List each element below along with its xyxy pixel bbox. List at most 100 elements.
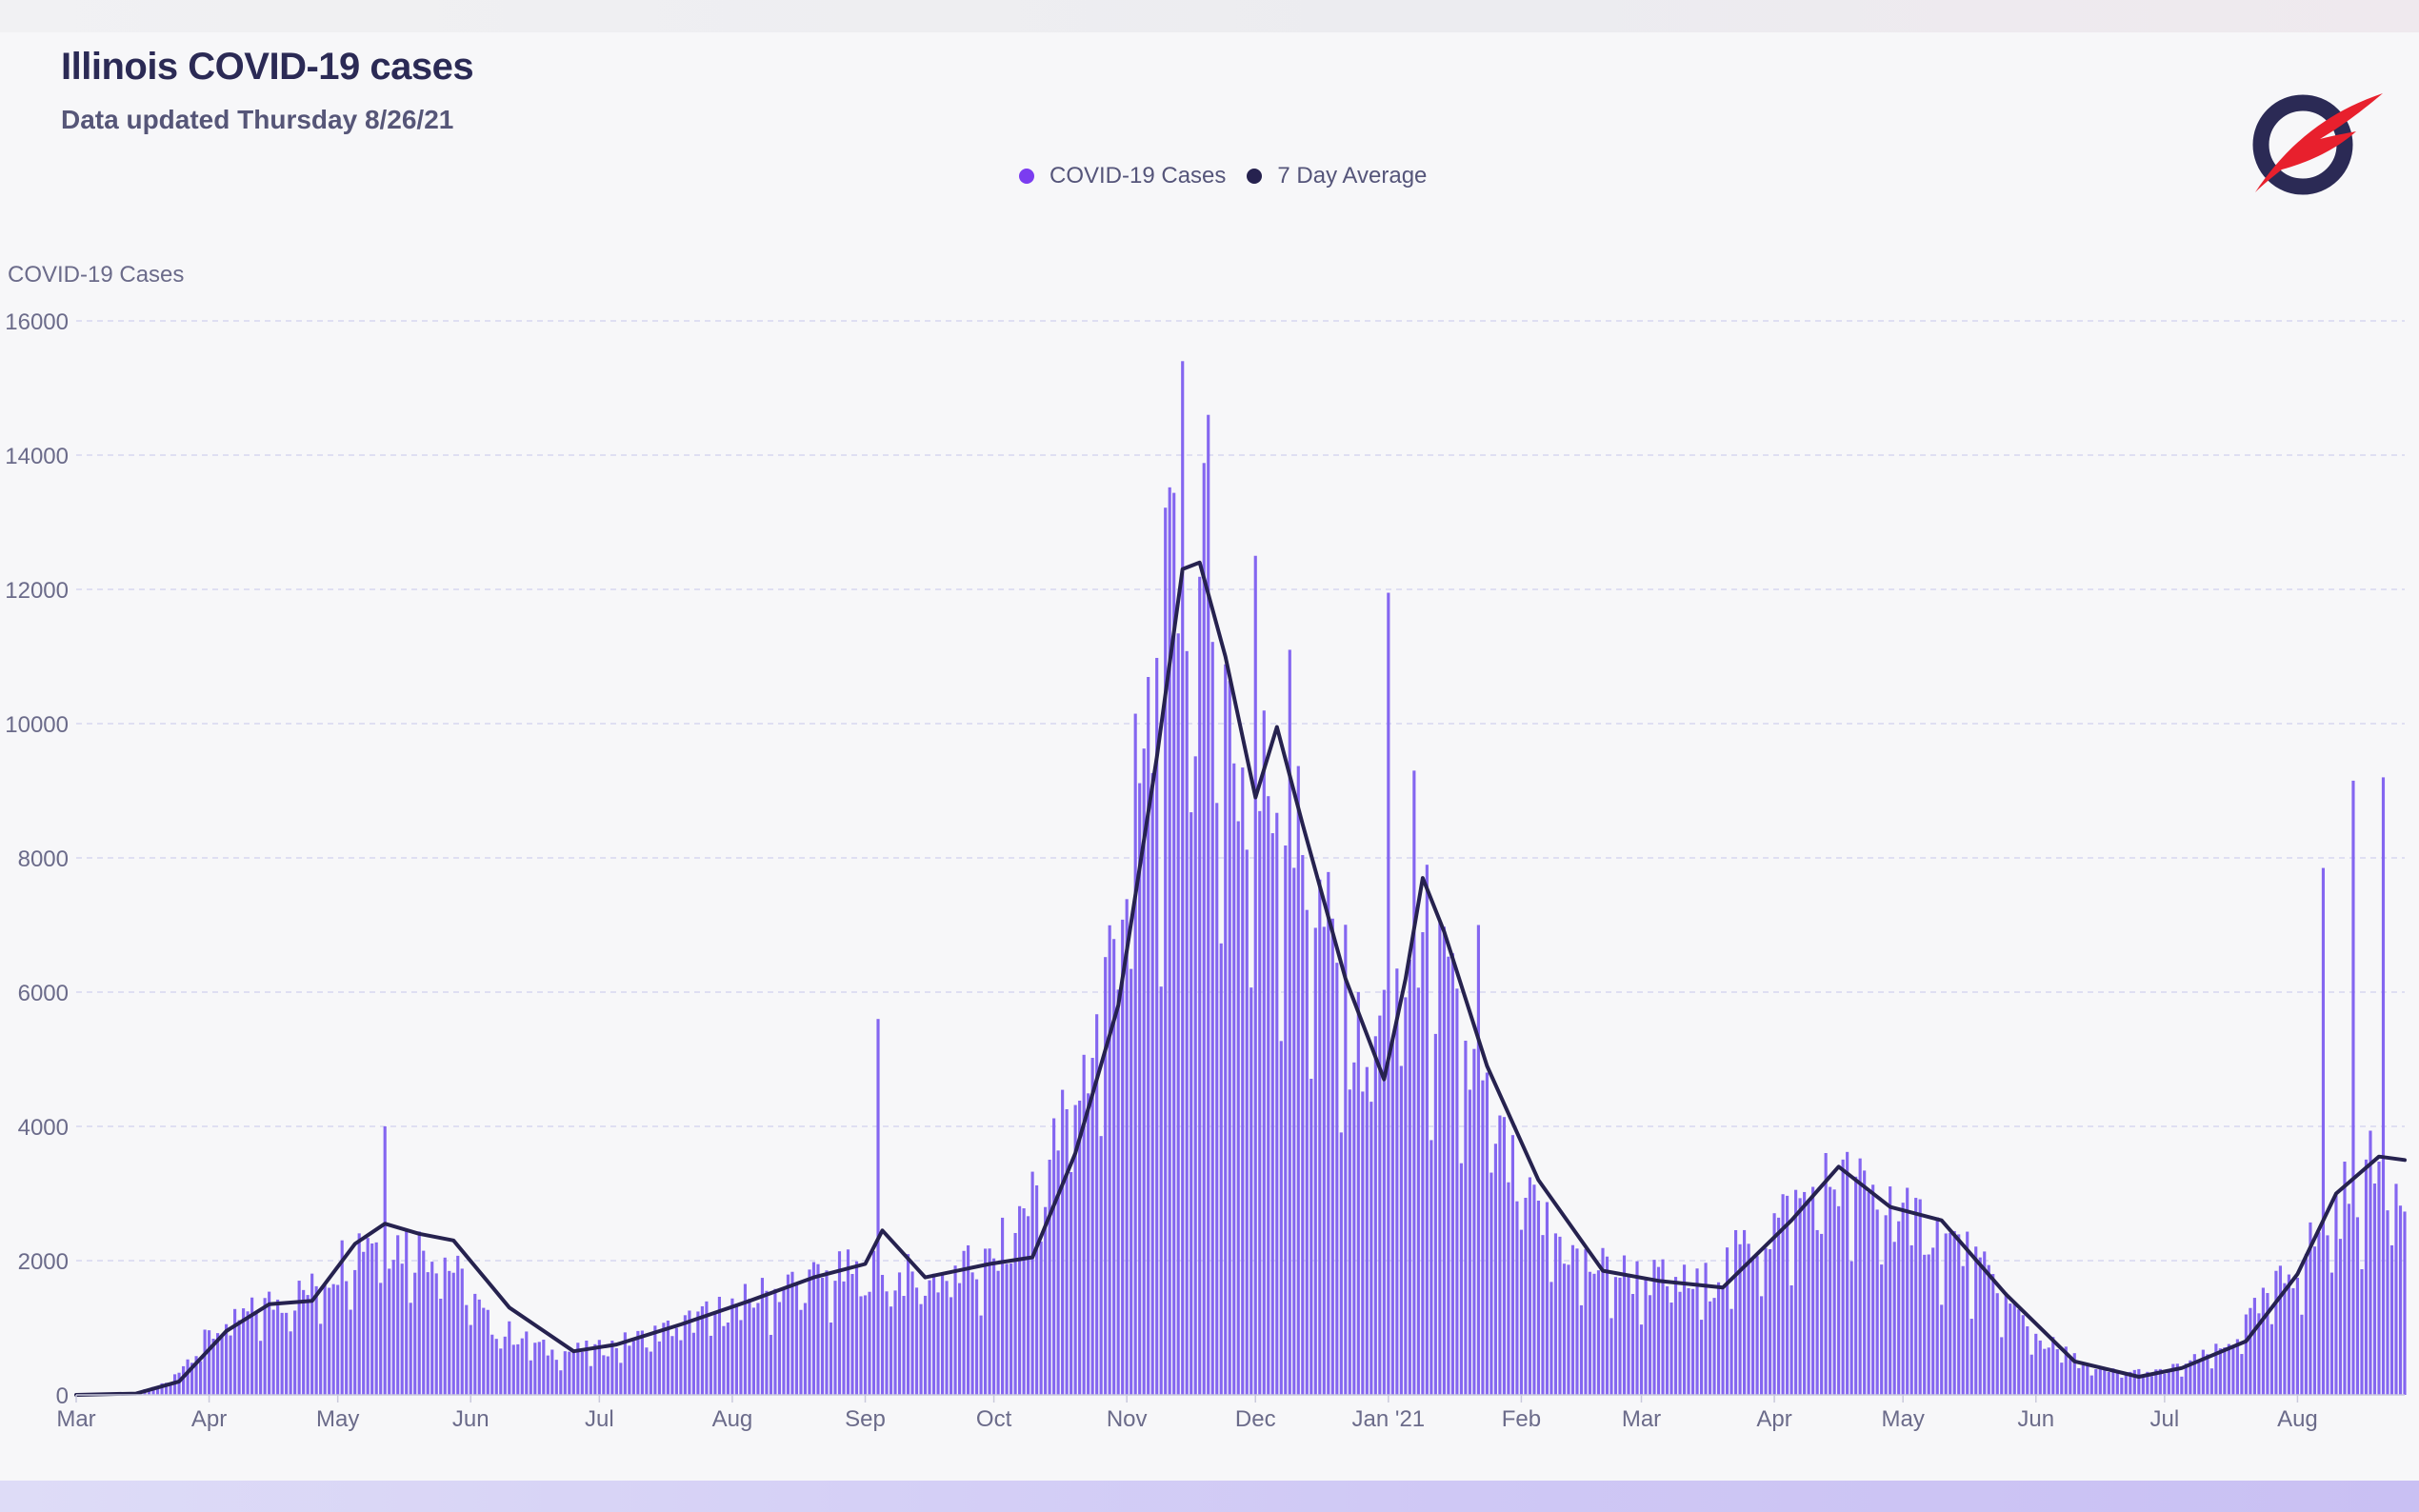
case-bar <box>705 1301 709 1395</box>
case-bar <box>486 1309 490 1395</box>
case-bar <box>2278 1265 2282 1395</box>
case-bar <box>1395 968 1399 1395</box>
case-bar <box>1232 763 1236 1395</box>
case-bar <box>984 1248 988 1395</box>
case-bar <box>250 1297 254 1395</box>
legend-dot-icon <box>1247 169 1263 184</box>
case-bar <box>1772 1213 1776 1395</box>
case-bar <box>837 1251 842 1395</box>
case-bar <box>1699 1320 1704 1395</box>
case-bar <box>1803 1191 1807 1395</box>
case-bar <box>1099 1136 1103 1395</box>
case-bar <box>1815 1229 1819 1395</box>
case-bar <box>2227 1343 2230 1395</box>
case-bar <box>529 1360 532 1395</box>
case-bar <box>1867 1192 1870 1395</box>
case-bar <box>533 1343 537 1395</box>
legend-label-cases: COVID-19 Cases <box>1050 163 1227 189</box>
case-bar <box>1733 1229 1738 1395</box>
case-bar <box>1147 677 1150 1395</box>
case-bar <box>1155 657 1159 1395</box>
case-bar <box>756 1303 760 1395</box>
y-tick-label: 2000 <box>18 1249 69 1275</box>
case-bar <box>863 1295 868 1395</box>
case-bar <box>1892 1242 1896 1395</box>
case-bar <box>1476 925 1480 1395</box>
case-bar <box>2034 1333 2038 1395</box>
case-bar <box>1545 1202 1549 1395</box>
case-bar <box>1270 833 1274 1395</box>
case-bar <box>1991 1274 1995 1395</box>
case-bar <box>2389 1244 2394 1395</box>
case-bar <box>2381 777 2386 1395</box>
legend-item-average[interactable]: 7 Day Average <box>1247 163 1427 189</box>
case-bar <box>833 1281 837 1395</box>
case-bar <box>1352 1062 1356 1395</box>
case-bar <box>2149 1376 2153 1395</box>
case-bar <box>345 1281 349 1395</box>
case-bar <box>2334 1193 2338 1395</box>
case-bar <box>336 1284 340 1395</box>
case-bar <box>263 1298 267 1395</box>
case-bar <box>2287 1274 2290 1395</box>
case-bar <box>1447 956 1450 1395</box>
case-bar <box>460 1268 464 1395</box>
case-bar <box>730 1298 734 1395</box>
case-bar <box>2403 1211 2407 1395</box>
case-bar <box>297 1281 301 1395</box>
case-bar <box>1322 926 1326 1395</box>
case-bar <box>1974 1246 1978 1395</box>
case-bar <box>1095 1014 1099 1395</box>
case-bar <box>1327 871 1330 1395</box>
case-bar <box>2197 1360 2201 1395</box>
case-bar <box>254 1311 258 1395</box>
case-bar <box>434 1273 438 1395</box>
case-bar <box>2012 1302 2016 1395</box>
case-bar <box>554 1360 558 1395</box>
case-bar <box>1567 1264 1570 1395</box>
case-bar <box>811 1262 816 1395</box>
case-bar <box>1906 1187 1909 1395</box>
case-bar <box>1570 1244 1575 1395</box>
case-bar <box>1673 1277 1678 1395</box>
case-bar <box>1116 989 1120 1395</box>
case-bar <box>370 1243 374 1395</box>
case-bar <box>726 1323 730 1395</box>
case-bar <box>340 1240 344 1395</box>
case-bar <box>357 1233 361 1395</box>
case-bar <box>1952 1230 1956 1395</box>
case-bar <box>1061 1089 1065 1395</box>
case-bar <box>2274 1270 2278 1395</box>
case-bar <box>649 1351 652 1395</box>
case-bar <box>2154 1369 2158 1395</box>
legend-item-cases[interactable]: COVID-19 Cases <box>1019 163 1226 189</box>
case-bar <box>285 1312 289 1395</box>
case-bar <box>203 1329 207 1395</box>
case-bar <box>537 1342 541 1395</box>
case-bar <box>451 1272 455 1395</box>
case-bar <box>794 1282 799 1395</box>
case-bar <box>2209 1368 2213 1395</box>
case-bar <box>1210 642 1214 1395</box>
case-bar <box>786 1274 790 1395</box>
case-bar <box>246 1311 250 1395</box>
x-tick-label: Dec <box>1235 1406 1276 1432</box>
case-bar <box>181 1365 186 1395</box>
case-bar <box>1575 1248 1579 1395</box>
case-bar <box>2249 1307 2252 1395</box>
case-bar <box>1241 767 1245 1395</box>
case-bar <box>186 1359 190 1395</box>
case-bar <box>1760 1296 1764 1395</box>
case-bar <box>362 1251 366 1395</box>
top-bar <box>0 0 2419 32</box>
legend-dot-icon <box>1019 169 1034 184</box>
y-tick-label: 12000 <box>5 578 69 604</box>
case-bar <box>1884 1215 1888 1395</box>
x-tick-label: Feb <box>1502 1406 1541 1432</box>
x-tick-label: Sep <box>845 1406 886 1432</box>
case-bar <box>1249 987 1253 1395</box>
case-bar <box>1339 1132 1343 1395</box>
x-tick-label: Jun <box>2017 1406 2054 1432</box>
case-bar <box>194 1356 198 1395</box>
case-bar <box>820 1277 825 1395</box>
